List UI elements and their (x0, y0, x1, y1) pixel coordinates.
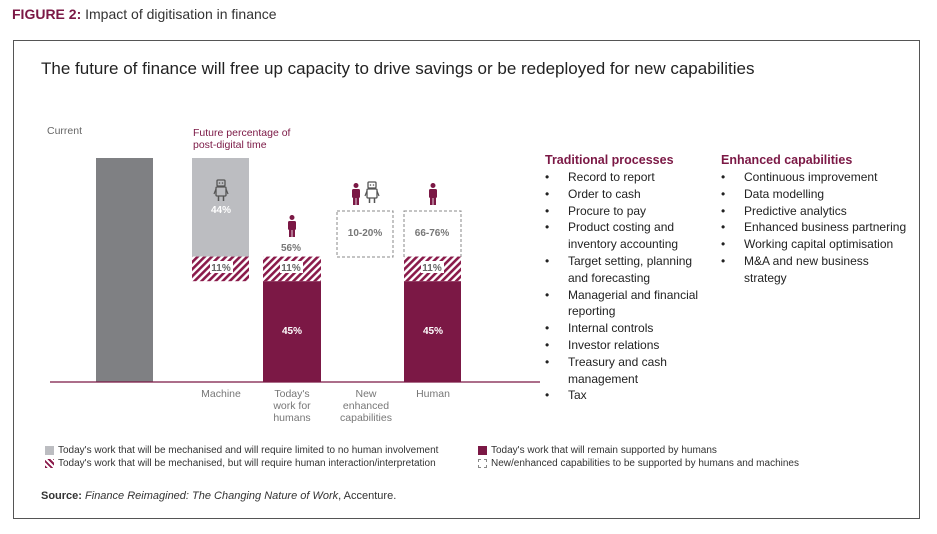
list-item: Investor relations (545, 337, 715, 354)
category-todays-work-line2: work for (272, 400, 311, 412)
label-new-range: 10-20% (348, 228, 383, 239)
list-item: Data modelling (721, 186, 911, 203)
label-machine-top: 44% (211, 205, 231, 216)
person-icon-human (429, 183, 437, 205)
enhanced-items: Continuous improvement Data modelling Pr… (721, 169, 911, 287)
category-new-line1: New (355, 388, 376, 400)
legend-item-maroon: Today's work that will remain supported … (478, 444, 799, 457)
list-item: Enhanced business partnering (721, 219, 911, 236)
label-humans-hatch: 11% (281, 263, 301, 274)
list-item: M&A and new business strategy (721, 253, 911, 287)
list-item: Tax (545, 387, 715, 404)
list-item: Working capital optimisation (721, 236, 911, 253)
traditional-processes-list: Traditional processes Record to report O… (545, 153, 715, 404)
legend-label: Today's work that will remain supported … (491, 445, 717, 456)
label-machine-hatch: 11% (211, 263, 231, 274)
person-icon (288, 215, 296, 237)
figure-title-text: Impact of digitisation in finance (85, 6, 277, 22)
label-human-range: 66-76% (415, 228, 450, 239)
source-label: Source: (41, 490, 82, 502)
figure-title: FIGURE 2: Impact of digitisation in fina… (12, 6, 277, 22)
bar-human-supported (404, 281, 461, 382)
enhanced-capabilities-list: Enhanced capabilities Continuous improve… (721, 153, 911, 287)
list-item: Order to cash (545, 186, 715, 203)
label-human-hatch: 11% (422, 263, 442, 274)
list-item: Target setting, planning and forecasting (545, 253, 715, 287)
list-item: Internal controls (545, 320, 715, 337)
category-todays-work-line3: humans (273, 412, 310, 424)
label-human-solid: 45% (423, 326, 443, 337)
list-item: Product costing and inventory accounting (545, 219, 715, 253)
traditional-items: Record to report Order to cash Procure t… (545, 169, 715, 404)
bar-machine-mechanised (192, 158, 249, 257)
legend-swatch-maroon (478, 446, 487, 455)
chart-headline: The future of finance will free up capac… (41, 59, 755, 78)
legend-label: Today's work that will be mechanised, bu… (58, 458, 436, 469)
label-bg-humans-hatch (280, 261, 303, 273)
list-item: Procure to pay (545, 203, 715, 220)
legend-swatch-gray (45, 446, 54, 455)
figure-label: FIGURE 2: (12, 6, 82, 22)
source-title: Finance Reimagined: The Changing Nature … (85, 490, 339, 502)
bar-humans-supported (263, 281, 321, 382)
category-new-line2: enhanced (343, 400, 389, 412)
source-suffix: , Accenture. (338, 490, 397, 502)
list-item: Predictive analytics (721, 203, 911, 220)
legend-swatch-hatch (45, 459, 54, 468)
label-bg-human-hatch (421, 261, 444, 273)
category-machine: Machine (201, 388, 241, 400)
future-label-line1: Future percentage of (193, 127, 291, 139)
list-item: Continuous improvement (721, 169, 911, 186)
person-icon-new (352, 183, 360, 205)
label-humans-total: 56% (281, 243, 301, 254)
list-item: Record to report (545, 169, 715, 186)
category-new-line3: capabilities (340, 412, 392, 424)
legend-swatch-dashed (478, 459, 487, 468)
legend-item-dashed: New/enhanced capabilities to be supporte… (478, 457, 799, 470)
legend-left: Today's work that will be mechanised and… (45, 444, 438, 470)
list-item: Managerial and financial reporting (545, 287, 715, 321)
legend-label: Today's work that will be mechanised and… (58, 445, 439, 456)
legend-item-hatch: Today's work that will be mechanised, bu… (45, 457, 438, 470)
label-humans-solid: 45% (282, 326, 302, 337)
current-label: Current (47, 125, 82, 137)
list-item: Treasury and cash management (545, 354, 715, 388)
future-label-line2: post-digital time (193, 139, 267, 151)
figure-frame (13, 40, 920, 519)
bar-current (96, 158, 153, 382)
enhanced-heading: Enhanced capabilities (721, 153, 853, 167)
bar-new-capabilities-dashed (336, 210, 394, 258)
legend-item-gray: Today's work that will be mechanised and… (45, 444, 438, 457)
legend-right: Today's work that will remain supported … (478, 444, 799, 470)
legend-label: New/enhanced capabilities to be supporte… (491, 458, 799, 469)
robot-icon (213, 179, 229, 201)
source-note: Source: Finance Reimagined: The Changing… (41, 490, 396, 502)
category-human: Human (416, 388, 450, 400)
robot-icon-new (364, 181, 380, 203)
traditional-heading: Traditional processes (545, 153, 674, 167)
category-todays-work-line1: Today's (274, 388, 309, 400)
label-bg-machine-hatch (210, 261, 233, 273)
